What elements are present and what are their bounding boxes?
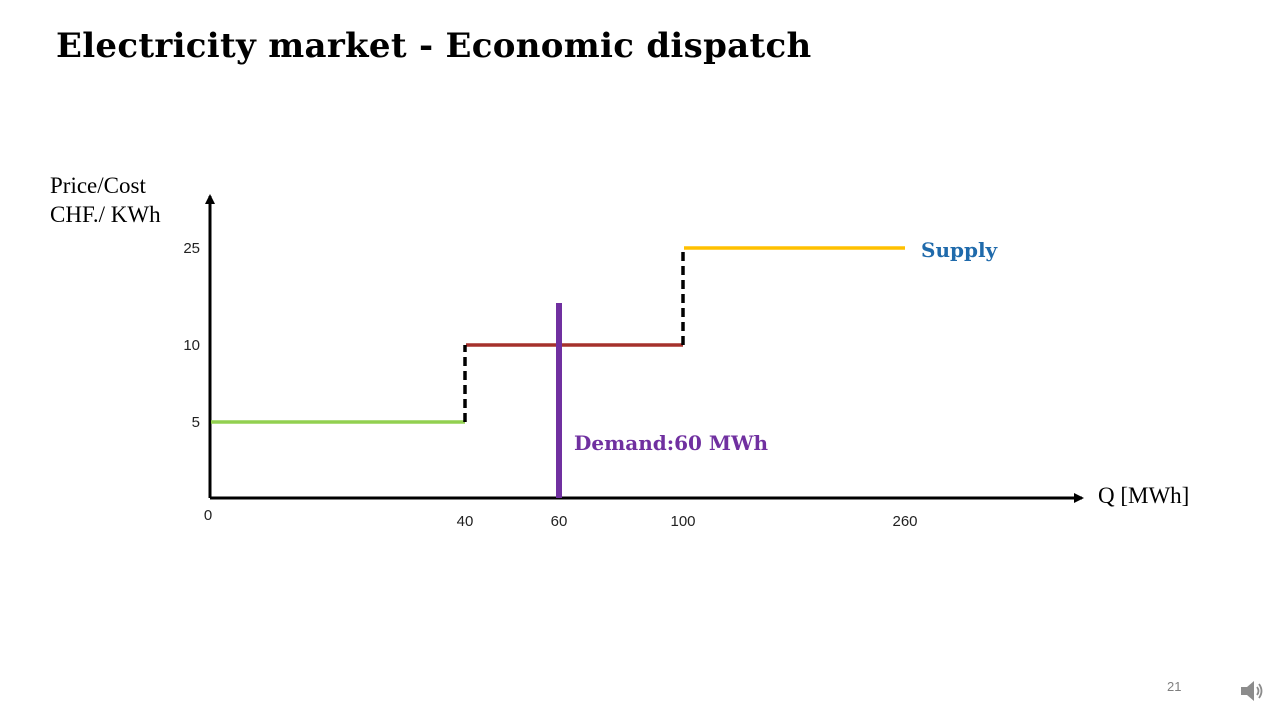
- x-axis-title: Q [MWh]: [1098, 483, 1189, 508]
- y-tick-label: 10: [183, 337, 200, 354]
- origin-label: 0: [204, 507, 212, 524]
- x-tick-label: 60: [551, 513, 568, 530]
- supply-label: Supply: [921, 238, 999, 262]
- y-tick-label: 5: [192, 414, 200, 431]
- y-tick-label: 25: [183, 240, 200, 257]
- slide-title: Electricity market - Economic dispatch: [56, 26, 812, 66]
- speaker-icon[interactable]: [1238, 678, 1266, 704]
- slide-number: 21: [1167, 679, 1182, 694]
- y-axis-title-line-1: Price/Cost: [50, 173, 146, 198]
- demand-label: Demand:60 MWh: [574, 431, 768, 455]
- x-tick-label: 260: [892, 513, 917, 530]
- x-tick-label: 40: [457, 513, 474, 530]
- y-axis-title-line-2: CHF./ KWh: [50, 202, 161, 227]
- x-tick-label: 100: [670, 513, 695, 530]
